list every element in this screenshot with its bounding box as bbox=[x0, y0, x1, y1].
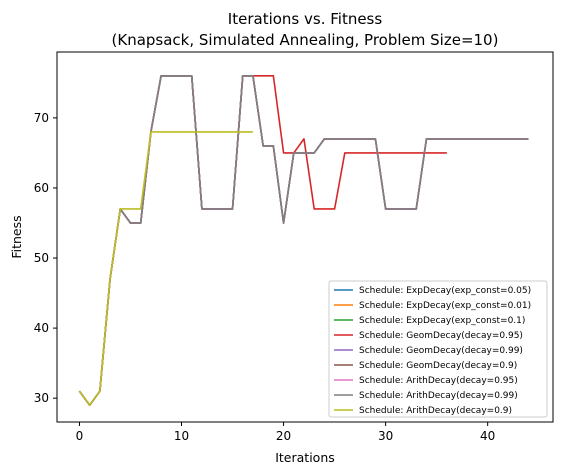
y-tick-label: 30 bbox=[34, 391, 49, 405]
legend-label-7: Schedule: ArithDecay(decay=0.95) bbox=[359, 376, 518, 386]
legend-box bbox=[328, 280, 548, 418]
x-axis-label: Iterations bbox=[275, 450, 335, 465]
y-ticks: 30 40 50 60 70 bbox=[34, 111, 57, 405]
plot-frame bbox=[56, 51, 554, 423]
x-ticks: 0 10 20 30 40 bbox=[76, 422, 495, 443]
y-tick-label: 60 bbox=[34, 181, 49, 195]
x-tick-label: 0 bbox=[76, 429, 84, 443]
legend-label-6: Schedule: GeomDecay(decay=0.9) bbox=[359, 361, 517, 371]
chart-subtitle: (Knapsack, Simulated Annealing, Problem … bbox=[112, 31, 499, 49]
legend: Schedule: ExpDecay(exp_const=0.05) Schedu… bbox=[328, 280, 548, 418]
x-tick-label: 10 bbox=[174, 429, 189, 443]
series-line-9 bbox=[78, 131, 253, 406]
legend-label-3: Schedule: ExpDecay(exp_const=0.1) bbox=[359, 316, 525, 326]
y-tick-label: 70 bbox=[34, 111, 49, 125]
legend-label-5: Schedule: GeomDecay(decay=0.99) bbox=[359, 346, 523, 356]
legend-label-2: Schedule: ExpDecay(exp_const=0.01) bbox=[359, 301, 531, 311]
x-tick-label: 40 bbox=[480, 429, 495, 443]
x-tick-label: 20 bbox=[276, 429, 291, 443]
y-axis-label: Fitness bbox=[9, 215, 24, 258]
y-tick-label: 50 bbox=[34, 251, 49, 265]
legend-label-9: Schedule: ArithDecay(decay=0.9) bbox=[359, 406, 512, 416]
legend-label-8: Schedule: ArithDecay(decay=0.99) bbox=[359, 391, 518, 401]
chart-title: Iterations vs. Fitness bbox=[228, 10, 383, 28]
y-tick-label: 40 bbox=[34, 321, 49, 335]
plot-lines bbox=[78, 75, 529, 406]
legend-label-1: Schedule: ExpDecay(exp_const=0.05) bbox=[359, 286, 531, 296]
legend-label-4: Schedule: GeomDecay(decay=0.95) bbox=[359, 331, 523, 341]
series-line-8 bbox=[78, 75, 529, 406]
x-tick-label: 30 bbox=[378, 429, 393, 443]
